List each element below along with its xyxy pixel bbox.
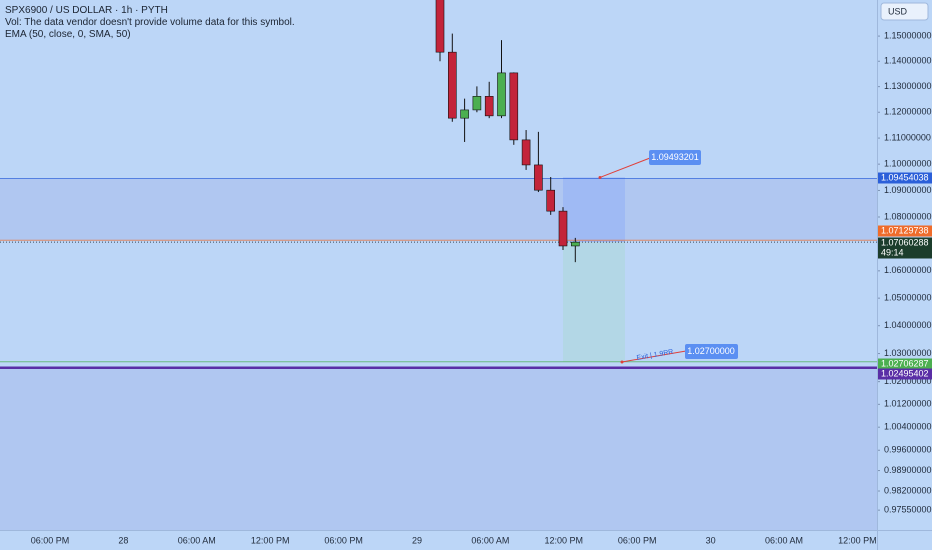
price-tag-label: 1.09454038: [881, 172, 929, 182]
x-tick-label: 28: [118, 535, 128, 545]
y-tick-label: 1.00400000: [884, 422, 932, 432]
x-tick-label: 06:00 PM: [618, 535, 657, 545]
zone: [0, 178, 877, 241]
y-tick-label: 0.98900000: [884, 465, 932, 475]
y-tick-label: 0.97550000: [884, 505, 932, 515]
price-tag: [878, 358, 932, 370]
y-tick-label: 0.99600000: [884, 445, 932, 455]
x-tick-label: 06:00 AM: [178, 535, 216, 545]
stop-label: 1.02700000: [687, 346, 735, 356]
x-tick-label: 29: [412, 535, 422, 545]
indicator: EMA (50, close, 0, SMA, 50): [5, 29, 131, 40]
pointer: [599, 157, 651, 178]
price-tag: [878, 172, 932, 184]
x-tick-label: 06:00 PM: [324, 535, 363, 545]
price-tag-label: 1.02495402: [881, 368, 929, 378]
price-tag-label: 1.07060288: [881, 237, 929, 247]
target-zone: [563, 177, 625, 243]
countdown: 49:14: [881, 247, 904, 257]
y-tick-label: 1.09000000: [884, 185, 932, 195]
currency[interactable]: USD: [888, 6, 908, 16]
x-tick-label: 06:00 AM: [471, 535, 509, 545]
x-tick-label: 12:00 PM: [838, 535, 877, 545]
y-tick-label: 1.02000000: [884, 376, 932, 386]
y-tick-label: 1.11000000: [884, 132, 931, 142]
x-tick-label: 06:00 PM: [31, 535, 70, 545]
zone: [0, 367, 877, 530]
candle-body: [484, 96, 494, 117]
target-label: 1.09493201: [651, 152, 699, 162]
volume-note: Vol: The data vendor doesn't provide vol…: [5, 17, 295, 28]
price-tag: [878, 368, 932, 380]
y-tick-label: 1.10000000: [884, 159, 932, 169]
candle-body: [447, 51, 457, 119]
target-box: [649, 150, 701, 165]
price-tag-label: 1.02706287: [881, 358, 929, 368]
candle-body: [435, 0, 445, 53]
candle-body: [460, 109, 469, 119]
x-tick-label: 12:00 PM: [251, 535, 290, 545]
y-tick-label: 1.05000000: [884, 293, 932, 303]
candle-body: [558, 210, 568, 247]
y-tick-label: 1.13000000: [884, 81, 932, 91]
candle-body: [509, 72, 519, 141]
y-tick-label: 1.15000000: [884, 30, 932, 40]
pointer-dot: [598, 175, 602, 179]
candle-body: [570, 241, 580, 247]
stop-zone: [563, 242, 625, 362]
candle-body: [472, 96, 482, 111]
y-tick-label: 1.12000000: [884, 107, 932, 117]
pointer-dot: [620, 360, 624, 364]
y-tick-label: 1.01200000: [884, 399, 932, 409]
x-tick-label: 12:00 PM: [545, 535, 584, 545]
candle-body: [534, 164, 543, 191]
candle-body: [497, 72, 506, 117]
pointer: [621, 350, 687, 363]
x-tick-label: 30: [706, 535, 716, 545]
price-tag: [878, 225, 932, 237]
y-tick-label: 0.98200000: [884, 485, 932, 495]
y-tick-label: 1.14000000: [884, 56, 932, 66]
candle-body: [521, 139, 531, 166]
price-tag-label: 1.07129738: [881, 225, 929, 235]
y-tick-label: 1.06000000: [884, 265, 932, 275]
symbol-title: SPX6900 / US DOLLAR · 1h · PYTH: [5, 5, 168, 16]
price-tag: [878, 237, 932, 259]
candle-body: [546, 189, 556, 212]
currency-button[interactable]: [880, 2, 929, 21]
y-tick-label: 1.03000000: [884, 348, 932, 358]
y-tick-label: 1.04000000: [884, 320, 932, 330]
stop-box: [685, 344, 738, 359]
y-tick-label: 1.08000000: [884, 211, 932, 221]
x-tick-label: 06:00 AM: [765, 535, 803, 545]
